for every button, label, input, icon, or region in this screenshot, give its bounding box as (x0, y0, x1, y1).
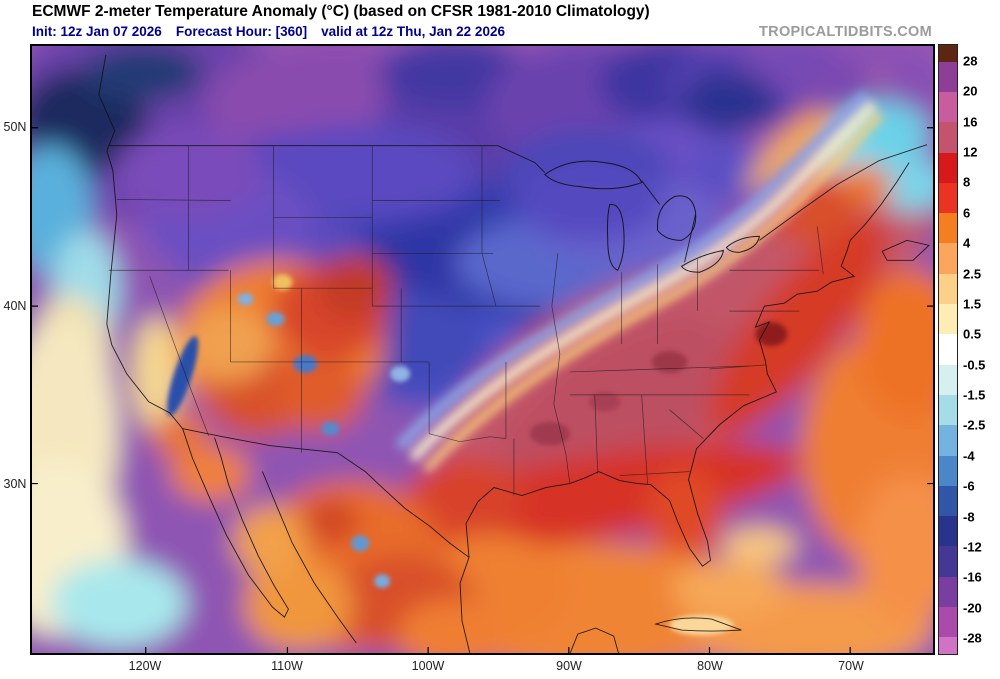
colorbar-segment (939, 213, 957, 244)
forecast-hour: Forecast Hour: [360] (175, 24, 308, 39)
colorbar-tick-label: 8 (963, 174, 971, 190)
colorbar-segment (939, 122, 957, 153)
valid-time: valid at 12z Thu, Jan 22 2026 (321, 24, 505, 39)
colorbar-tick-label: -1.5 (963, 387, 986, 403)
colorbar-tick-label: 12 (963, 144, 978, 160)
colorbar (938, 44, 958, 655)
colorbar-segment (939, 334, 957, 365)
colorbar-segment (939, 152, 957, 183)
colorbar-tick-label: 28 (963, 53, 978, 69)
colorbar-segment (939, 91, 957, 123)
map-graphic (31, 45, 934, 654)
colorbar-tick-label: -0.5 (963, 357, 986, 373)
colorbar-tick-label: 4 (963, 235, 971, 251)
colorbar-tick-label: 20 (963, 83, 978, 99)
colorbar-segment (939, 273, 957, 305)
colorbar-tick-label: -16 (963, 569, 982, 585)
speckle-detail (167, 274, 788, 636)
lat-label: 30N (3, 477, 27, 491)
colorbar-tick-label: -6 (963, 478, 975, 494)
colorbar-segment (939, 394, 957, 426)
init-info: Init: 12z Jan 07 2026 Forecast Hour: [360… (32, 24, 519, 39)
init-time: Init: 12z Jan 07 2026 (32, 24, 162, 39)
colorbar-tick-label: 2.5 (963, 266, 982, 281)
colorbar-segment (939, 637, 957, 654)
colorbar-tick-label: -20 (963, 600, 982, 616)
colorbar-segment (939, 425, 957, 456)
colorbar-tick-label: -28 (963, 630, 982, 646)
lon-label: 70W (838, 659, 864, 673)
colorbar-segment (939, 485, 957, 517)
geo-borders (98, 54, 930, 654)
colorbar-tick-label: -2.5 (963, 417, 986, 433)
colorbar-segment (939, 304, 957, 335)
colorbar-segment (939, 516, 957, 547)
map-border (31, 45, 934, 654)
colorbar-tick-label: 1.5 (963, 296, 982, 312)
colorbar-segment (939, 364, 957, 395)
colorbar-tick-label: -12 (963, 539, 982, 555)
temperature-field (31, 45, 934, 654)
colorbar-tick-label: 0.5 (963, 326, 982, 342)
colorbar-segment (939, 455, 957, 486)
watermark: TROPICALTIDBITS.COM (759, 24, 932, 40)
lon-label: 90W (556, 659, 582, 673)
colorbar-segment (939, 243, 957, 274)
page-title: ECMWF 2-meter Temperature Anomaly (°C) (… (32, 3, 650, 20)
state-borders (108, 145, 824, 496)
colorbar-segment (939, 576, 957, 608)
colorbar-tick-label: -4 (963, 448, 975, 464)
great-lakes-outline (544, 160, 760, 273)
colorbar-tick-label: 6 (963, 205, 971, 221)
lon-label: 110W (271, 659, 303, 673)
colorbar-segment (939, 607, 957, 638)
tick-marks (31, 127, 934, 654)
lat-label: 50N (3, 120, 27, 134)
frontal-boundary-band (396, 91, 884, 472)
colorbar-segment (939, 182, 957, 214)
map-frame (30, 44, 935, 655)
lat-label: 40N (3, 299, 27, 313)
colorbar-tick-label: -8 (963, 509, 975, 525)
lon-label: 80W (697, 659, 723, 673)
colorbar-segment (939, 546, 957, 577)
colorbar-segment (939, 45, 957, 62)
lon-label: 100W (411, 659, 445, 673)
colorbar-segment (939, 61, 957, 92)
colorbar-tick-label: 16 (963, 114, 978, 129)
lon-label: 120W (128, 659, 162, 673)
